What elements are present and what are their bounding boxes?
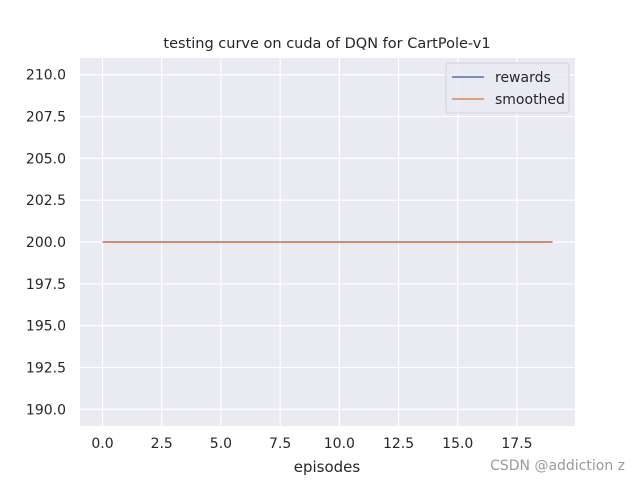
- legend-label-smoothed: smoothed: [495, 92, 565, 108]
- y-tick-labels: 190.0 192.5 195.0 197.5 200.0 202.5 205.0 207.5…: [26, 68, 66, 419]
- x-axis-label: episodes: [294, 458, 361, 476]
- y-tick-label: 200.0: [26, 235, 66, 251]
- x-tick-label: 17.5: [501, 436, 532, 452]
- x-tick-label: 2.5: [151, 436, 173, 452]
- legend: rewards smoothed: [445, 62, 570, 114]
- y-tick-label: 207.5: [26, 110, 66, 126]
- x-tick-label: 0.0: [91, 436, 113, 452]
- x-tick-label: 7.5: [269, 436, 291, 452]
- legend-box: [445, 62, 570, 114]
- x-tick-labels: 0.0 2.5 5.0 7.5 10.0 12.5 15.0 17.5: [91, 436, 532, 452]
- watermark: CSDN @addiction z: [490, 458, 625, 474]
- y-tick-label: 202.5: [26, 193, 66, 209]
- y-tick-label: 205.0: [26, 151, 66, 167]
- grid-lines: [80, 58, 575, 426]
- x-tick-label: 12.5: [383, 436, 414, 452]
- x-tick-label: 5.0: [210, 436, 232, 452]
- y-tick-label: 195.0: [26, 319, 66, 335]
- x-tick-label: 15.0: [442, 436, 473, 452]
- legend-label-rewards: rewards: [495, 70, 551, 86]
- chart-title: testing curve on cuda of DQN for CartPol…: [163, 36, 490, 52]
- y-tick-label: 197.5: [26, 277, 66, 293]
- x-tick-label: 10.0: [324, 436, 355, 452]
- y-tick-label: 192.5: [26, 360, 66, 376]
- y-tick-label: 190.0: [26, 402, 66, 418]
- y-tick-label: 210.0: [26, 68, 66, 84]
